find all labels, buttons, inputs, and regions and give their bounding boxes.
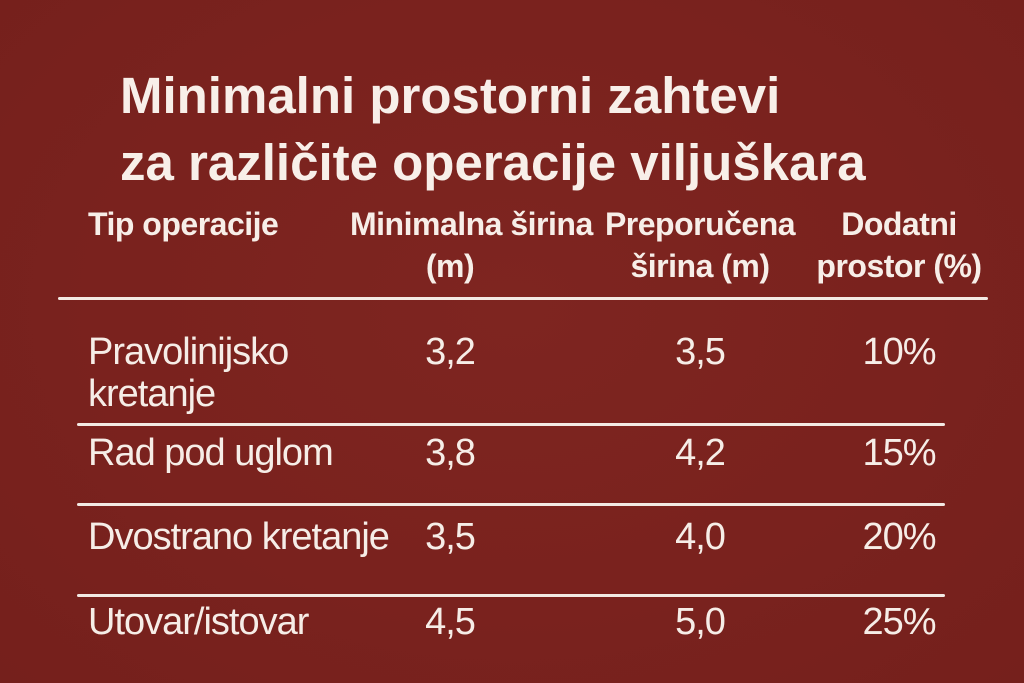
recommended-width-cell: 4,0: [675, 516, 726, 558]
header-divider-line: [58, 297, 988, 300]
recommended-width-cell: 3,5: [675, 331, 726, 373]
column-header-minimal-width: Minimalna širina (m): [350, 206, 593, 284]
recommended-width-cell: 4,2: [675, 432, 726, 474]
extra-space-cell: 15%: [862, 432, 936, 474]
operation-cell: Utovar/istovar: [88, 601, 309, 643]
min-width-cell: 4,5: [425, 601, 476, 643]
column-header-operation-type: Tip operacije: [88, 206, 279, 242]
title-line-2: za različite operacije viljuškara: [120, 134, 866, 192]
page-title: Minimalni prostorni zahtevi za različite…: [120, 62, 866, 196]
operation-cell: Rad pod uglom: [88, 432, 334, 474]
column-header-extra-space: Dodatni prostor (%): [816, 206, 982, 284]
row-divider-line: [77, 503, 945, 506]
row-divider-line: [77, 423, 945, 426]
extra-space-cell: 10%: [862, 331, 936, 373]
min-width-cell: 3,8: [425, 432, 476, 474]
recommended-width-cell: 5,0: [675, 601, 726, 643]
row-divider-line: [77, 594, 945, 597]
operation-cell: Pravolinijsko kretanje: [88, 331, 289, 415]
title-line-1: Minimalni prostorni zahtevi: [120, 67, 781, 125]
extra-space-cell: 20%: [862, 516, 936, 558]
min-width-cell: 3,5: [425, 516, 476, 558]
operation-cell: Dvostrano kretanje: [88, 516, 390, 558]
min-width-cell: 3,2: [425, 331, 476, 373]
extra-space-cell: 25%: [862, 601, 936, 643]
column-header-recommended-width: Preporučena širina (m): [604, 206, 796, 284]
